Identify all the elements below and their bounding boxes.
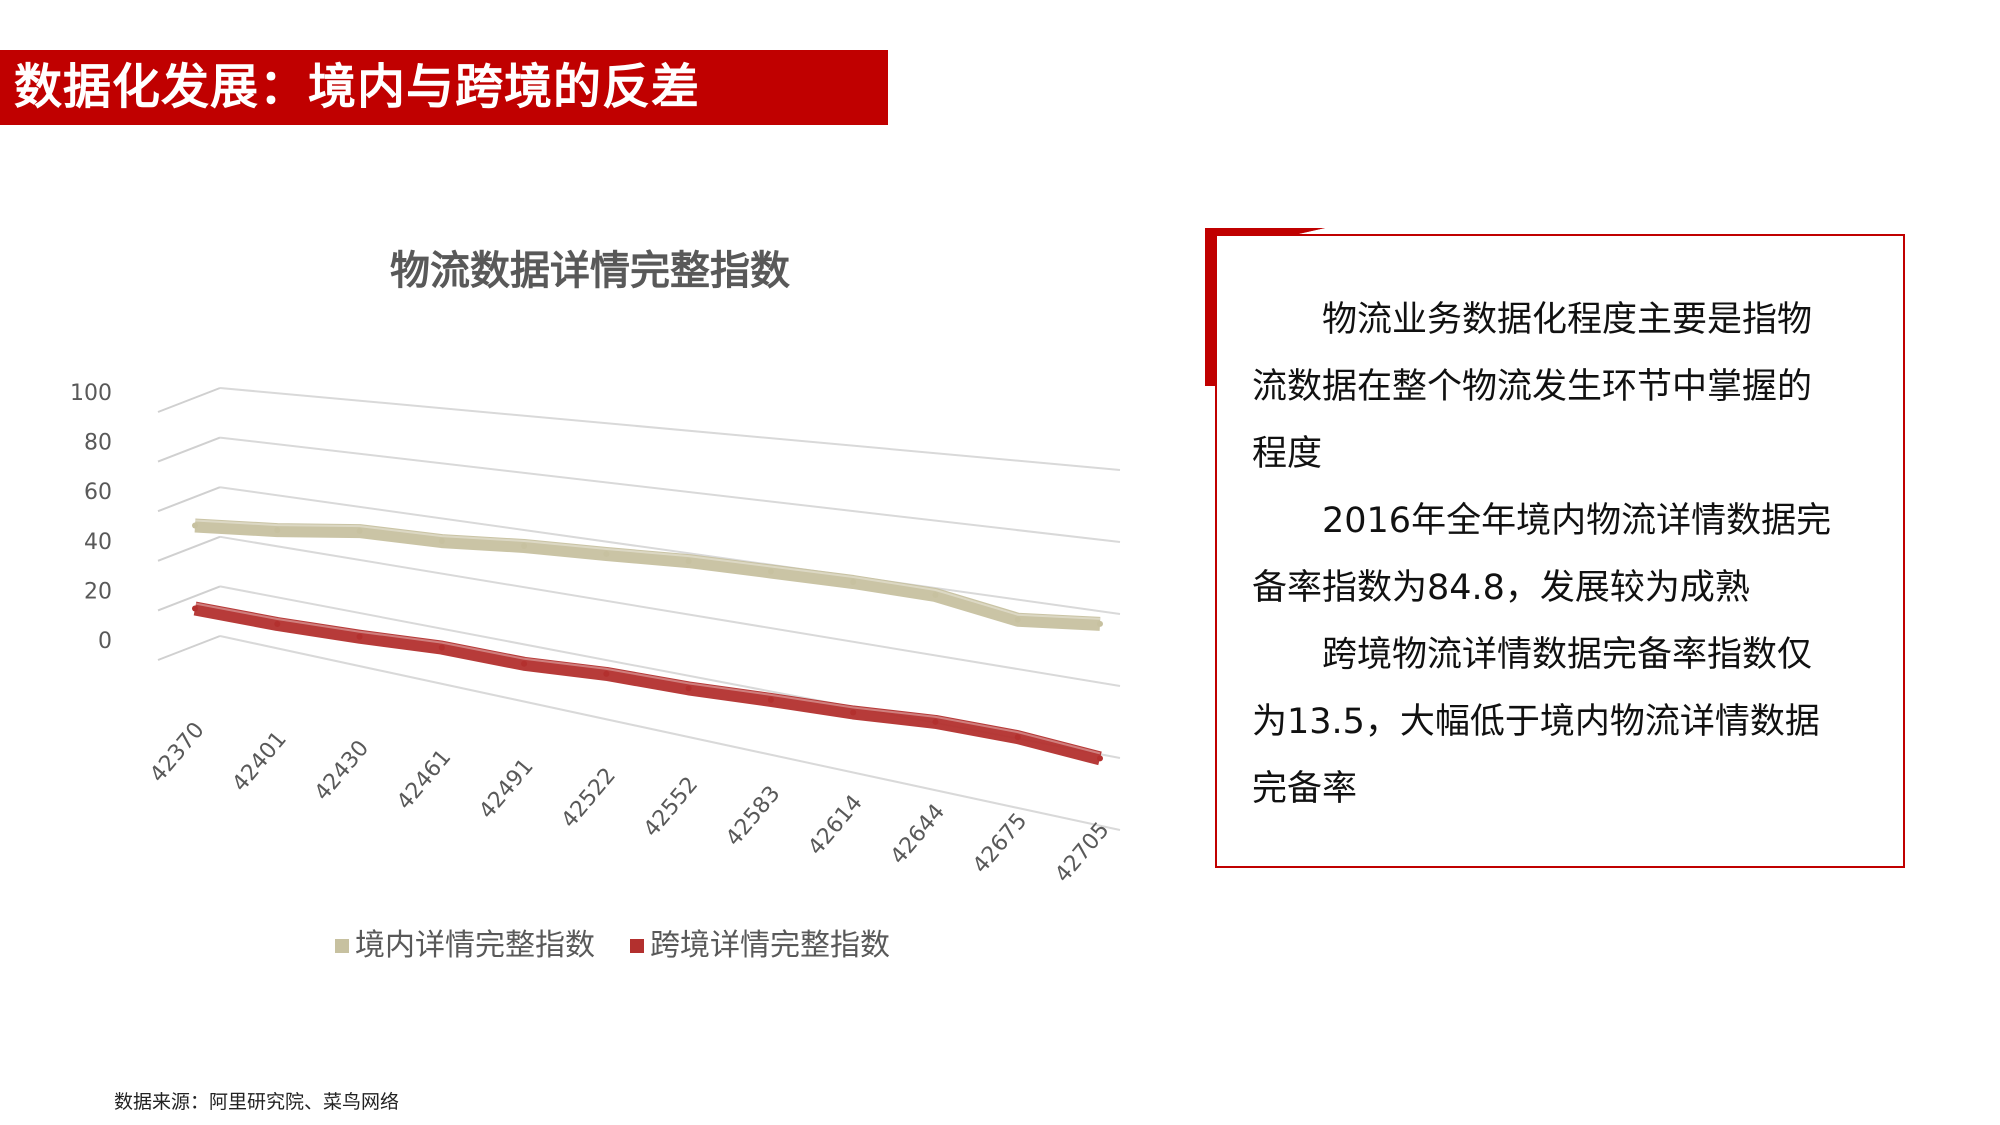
x-tick-label: 42675 (968, 809, 1032, 879)
x-tick-label: 42583 (721, 781, 785, 851)
data-point (274, 527, 281, 534)
y-tick-label: 0 (98, 629, 112, 654)
page-title: 数据化发展：境内与跨境的反差 (14, 59, 701, 115)
data-point (850, 709, 857, 716)
x-tick-label: 42614 (804, 791, 868, 861)
legend-swatch-1 (335, 939, 349, 953)
data-point (192, 522, 198, 529)
para3-line2: 为13.5，大幅低于境内物流详情数据 (1252, 702, 1820, 742)
data-point (685, 558, 692, 565)
x-tick-label: 42461 (392, 745, 456, 815)
x-tick-label: 42522 (557, 763, 621, 833)
y-tick-label: 60 (84, 480, 112, 505)
grid-side-line (157, 387, 221, 413)
info-panel-text: 物流业务数据化程度主要是指物 流数据在整个物流发生环节中掌握的 程度 2016年… (1252, 287, 1872, 823)
gridline (219, 436, 1121, 543)
gridline (219, 486, 1121, 615)
y-tick-label: 40 (84, 530, 112, 555)
gridline (219, 535, 1121, 687)
data-point (1097, 620, 1103, 627)
x-tick-label: 42370 (145, 718, 209, 788)
info-panel (1215, 234, 1905, 868)
data-point (438, 644, 445, 651)
para2-line1: 2016年全年境内物流详情数据完 (1322, 501, 1832, 541)
series-line-1 (194, 518, 1101, 631)
series-highlight-1 (194, 519, 1101, 620)
x-tick-label: 42401 (228, 727, 292, 797)
data-point (932, 591, 939, 598)
y-tick-label: 80 (84, 431, 112, 456)
legend-swatch-2 (630, 939, 644, 953)
grid-side-line (157, 635, 221, 661)
grid-side-line (157, 486, 221, 513)
legend-label-2: 跨境详情完整指数 (650, 928, 890, 963)
x-tick-label: 42491 (475, 754, 539, 824)
grid-side-line (157, 535, 221, 562)
grid-side-line (157, 436, 221, 463)
data-point (767, 568, 774, 575)
y-tick-label: 20 (84, 579, 112, 604)
data-point (767, 696, 774, 703)
x-tick-label: 42430 (310, 736, 374, 806)
data-point (274, 620, 281, 627)
para1-line1: 物流业务数据化程度主要是指物 (1322, 300, 1813, 340)
line-chart: 物流数据详情完整指数 100 80 60 40 20 0 42370 42401 42430 4… (70, 248, 1121, 963)
x-tick-label: 42552 (639, 772, 703, 842)
para1-line3: 程度 (1252, 434, 1323, 474)
data-point (1014, 734, 1021, 741)
chart-title: 物流数据详情完整指数 (390, 248, 790, 294)
chart-container: 物流数据详情完整指数 100 80 60 40 20 0 42370 42401 42430 4… (40, 220, 1160, 1000)
data-point (356, 528, 363, 535)
data-point (932, 718, 939, 725)
para1-line2: 流数据在整个物流发生环节中掌握的 (1252, 367, 1813, 407)
data-point (1097, 755, 1103, 762)
grid-side-line (157, 585, 221, 612)
y-tick-label: 100 (70, 381, 112, 406)
data-point (1014, 616, 1021, 623)
legend-label-1: 境内详情完整指数 (355, 928, 595, 963)
data-source-note: 数据来源：阿里研究院、菜鸟网络 (114, 1091, 400, 1113)
data-point (521, 660, 528, 667)
series-line-2 (193, 601, 1102, 766)
para3-line3: 完备率 (1252, 769, 1358, 809)
data-point (603, 670, 610, 677)
x-tick-label: 42705 (1050, 818, 1114, 888)
para2-line2: 备率指数为84.8，发展较为成熟 (1252, 568, 1750, 608)
series-highlight-2 (194, 602, 1101, 755)
data-point (603, 551, 610, 558)
gridline (219, 635, 1121, 831)
title-banner: 数据化发展：境内与跨境的反差 (0, 50, 888, 125)
data-point (685, 685, 692, 692)
para3-line1: 跨境物流详情数据完备率指数仅 (1322, 635, 1813, 675)
data-point (192, 605, 198, 612)
data-point (356, 633, 363, 640)
data-point (850, 579, 857, 586)
gridline (219, 387, 1121, 471)
x-tick-label: 42644 (886, 800, 950, 870)
data-point (438, 538, 445, 545)
data-point (521, 542, 528, 549)
